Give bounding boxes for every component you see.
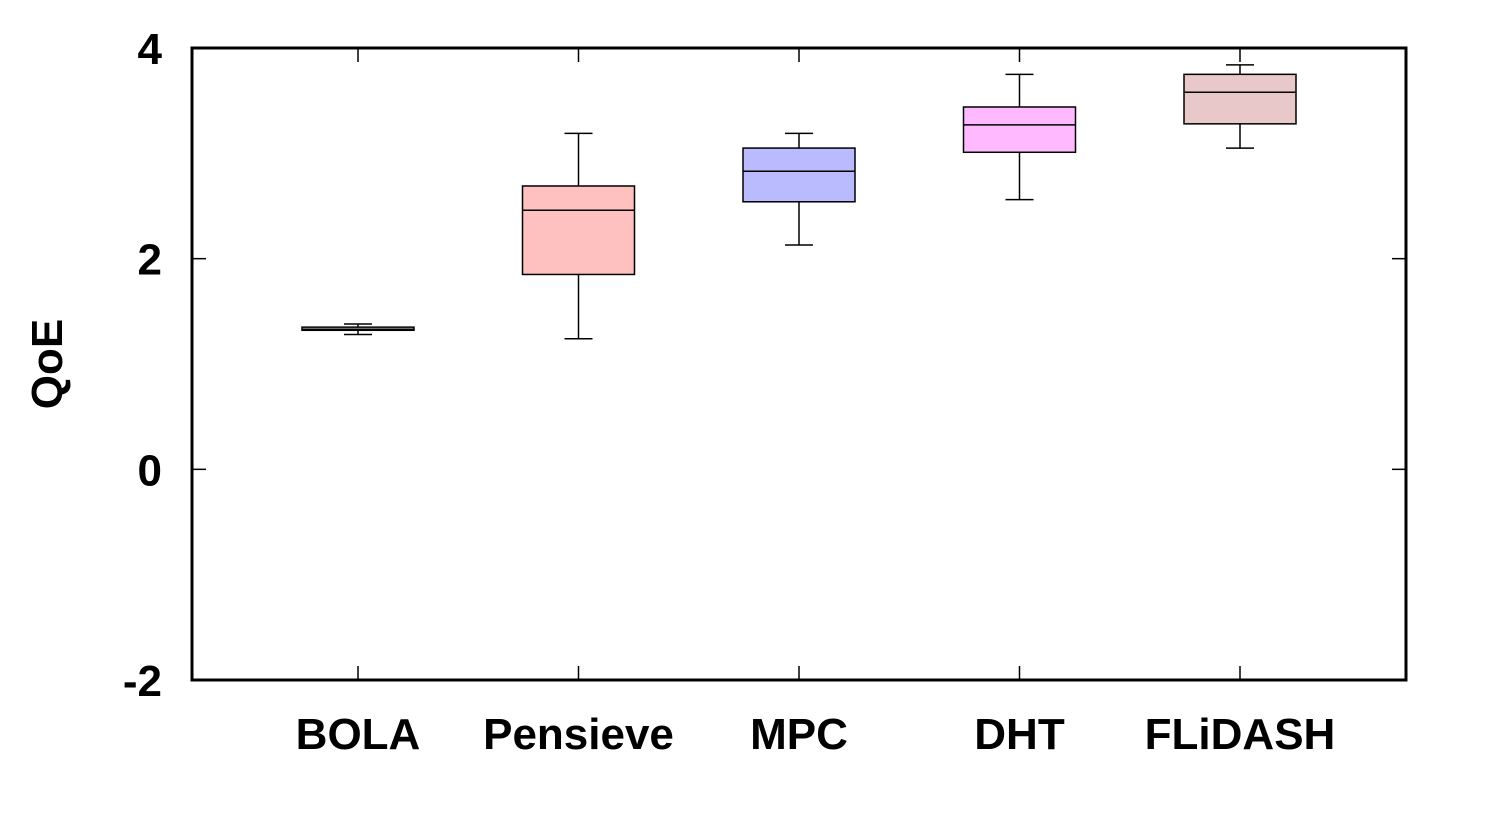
y-tick-label: 4 xyxy=(138,25,163,74)
x-tick-label: BOLA xyxy=(296,710,421,759)
iqr-box xyxy=(1183,73,1297,125)
iqr-box xyxy=(962,106,1077,154)
y-tick-label: -2 xyxy=(123,657,162,706)
iqr-box xyxy=(521,185,636,276)
iqr-box xyxy=(742,147,856,203)
box-bola xyxy=(301,323,415,336)
x-tick-label: FLiDASH xyxy=(1145,710,1336,759)
box-mpc xyxy=(742,132,856,246)
y-axis-label: QoE xyxy=(23,319,72,409)
box-flidash xyxy=(1183,64,1297,149)
box-dht xyxy=(962,73,1077,201)
y-tick-label: 0 xyxy=(138,446,162,495)
y-tick-label: 2 xyxy=(138,236,162,285)
x-tick-label: DHT xyxy=(974,710,1065,759)
plot-area xyxy=(301,64,1297,340)
box-pensieve xyxy=(521,132,636,340)
x-tick-label: MPC xyxy=(750,710,848,759)
x-tick-label: Pensieve xyxy=(483,710,674,759)
axes: -2 0 2 4 BOLA Pensieve MPC DHT FLiDASH xyxy=(123,25,1406,759)
